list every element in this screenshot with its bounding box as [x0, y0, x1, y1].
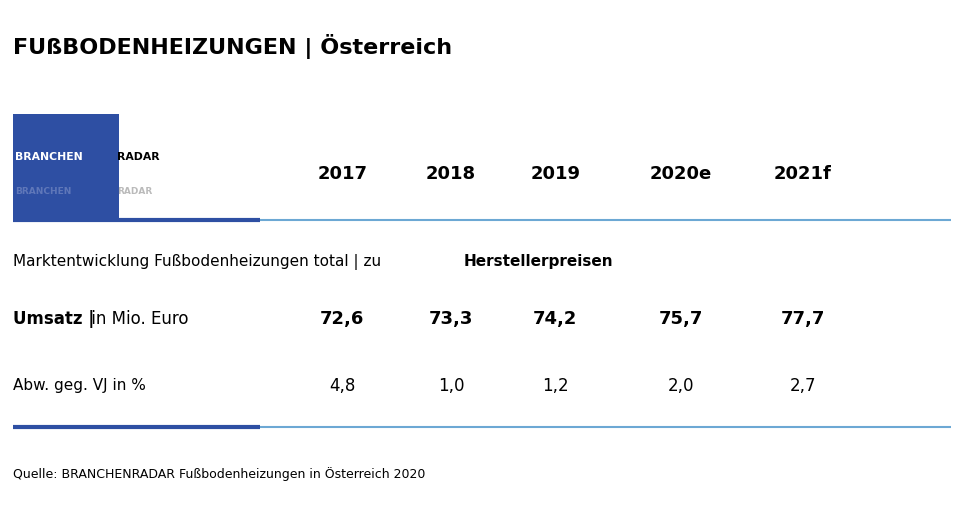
Text: Quelle: BRANCHENRADAR Fußbodenheizungen in Österreich 2020: Quelle: BRANCHENRADAR Fußbodenheizungen … [13, 467, 425, 481]
Text: 4,8: 4,8 [329, 377, 356, 395]
Text: 73,3: 73,3 [429, 310, 473, 327]
Text: 2,0: 2,0 [667, 377, 694, 395]
Text: 1,0: 1,0 [438, 377, 465, 395]
Text: in Mio. Euro: in Mio. Euro [86, 310, 188, 327]
Text: 77,7: 77,7 [781, 310, 825, 327]
Text: 1,2: 1,2 [542, 377, 569, 395]
Text: 72,6: 72,6 [320, 310, 364, 327]
FancyBboxPatch shape [13, 114, 119, 218]
Text: FUßBODENHEIZUNGEN | Österreich: FUßBODENHEIZUNGEN | Österreich [13, 34, 452, 59]
Text: 2018: 2018 [426, 165, 476, 182]
Text: Marktentwicklung Fußbodenheizungen total | zu: Marktentwicklung Fußbodenheizungen total… [13, 254, 386, 269]
Text: Herstellerpreisen: Herstellerpreisen [464, 254, 613, 269]
Text: 75,7: 75,7 [658, 310, 703, 327]
Text: Abw. geg. VJ in %: Abw. geg. VJ in % [13, 379, 146, 393]
Text: Umsatz |: Umsatz | [13, 310, 94, 327]
Text: 2019: 2019 [530, 165, 580, 182]
Text: 2017: 2017 [317, 165, 367, 182]
Text: RADAR: RADAR [117, 152, 159, 163]
Text: 2020e: 2020e [650, 165, 711, 182]
Text: 74,2: 74,2 [533, 310, 577, 327]
Text: RADAR: RADAR [117, 187, 152, 196]
Text: BRANCHEN: BRANCHEN [15, 152, 83, 163]
Text: 2,7: 2,7 [790, 377, 817, 395]
Text: BRANCHEN: BRANCHEN [15, 187, 71, 196]
Text: 2021f: 2021f [774, 165, 832, 182]
